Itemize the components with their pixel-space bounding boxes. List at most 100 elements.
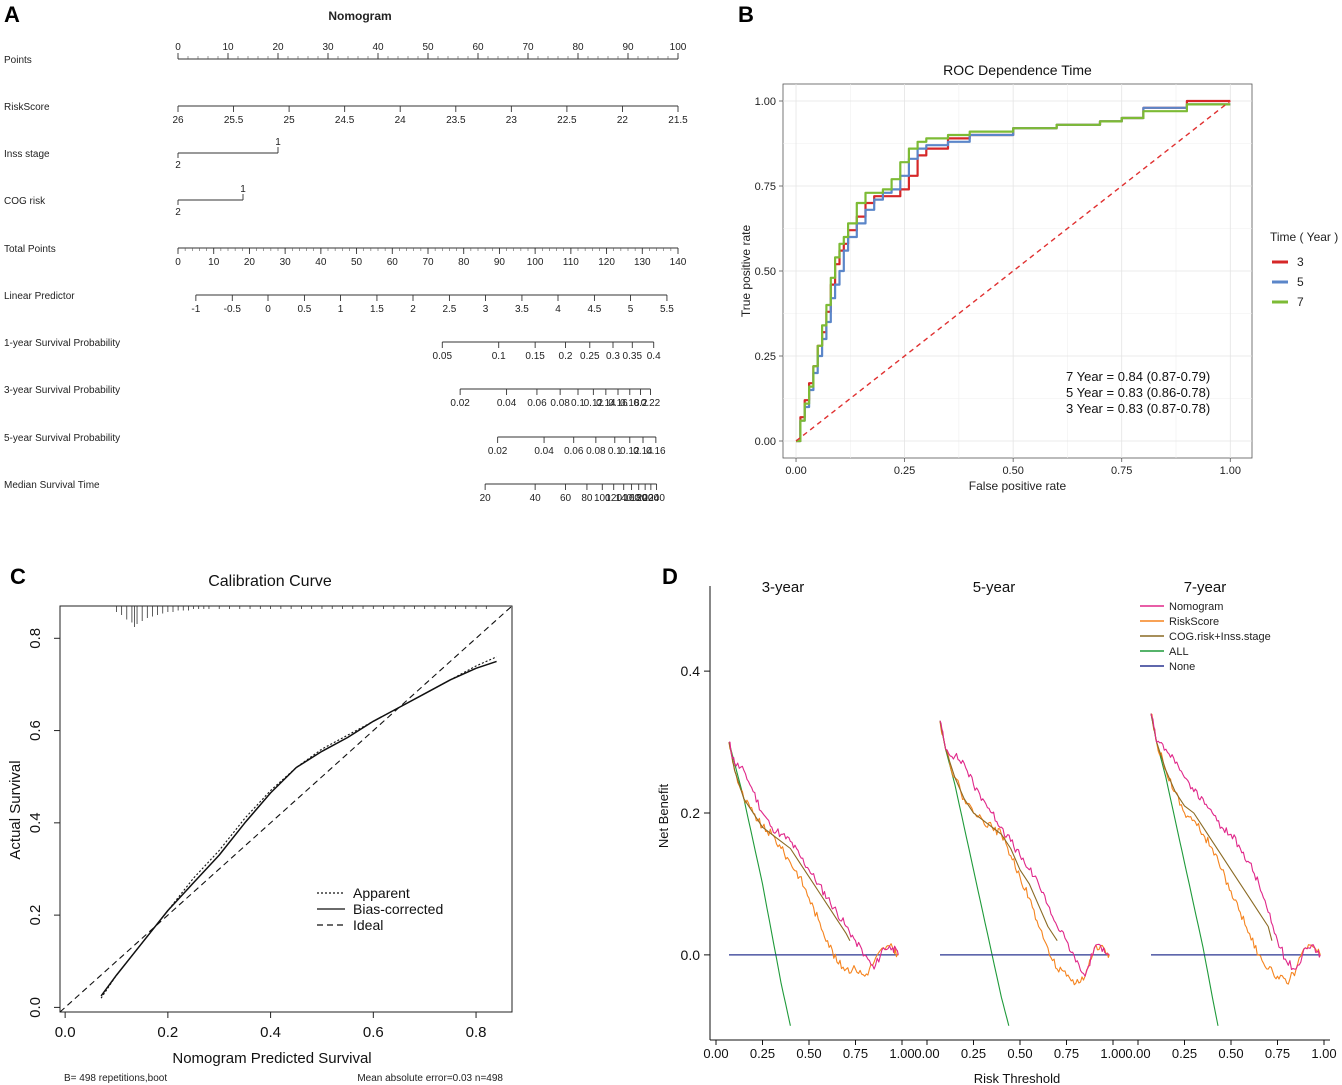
dca-facet-title-7-year: 7-year [1184, 579, 1227, 596]
dca-facet-title-3-year: 3-year [762, 579, 805, 596]
roc-y-tick-label: 0.00 [755, 436, 776, 448]
dca-x-tick-label: 0.25 [750, 1046, 775, 1061]
dca-x-tick-label: 0.75 [1054, 1046, 1079, 1061]
nomogram-tick-label-linear-predictor: -1 [191, 304, 200, 315]
dca-x-tick-label: 0.75 [1265, 1046, 1290, 1061]
roc-x-tick-label: 0.75 [1111, 465, 1132, 477]
calibration-title: Calibration Curve [208, 573, 332, 590]
nomogram-tick-label-5-year-survival-probability: 0.16 [646, 446, 666, 457]
dca-legend-label-cog-risk-inss-stage: COG.risk+Inss.stage [1169, 631, 1271, 643]
dca-legend-label-none: None [1169, 661, 1195, 673]
nomogram-row-label-riskscore: RiskScore [4, 102, 50, 113]
nomogram-tick-label-total-points: 130 [634, 257, 651, 268]
roc-auc-annotation: 5 Year = 0.83 (0.86-0.78) [1066, 385, 1210, 400]
calibration-y-tick-label: 0.0 [27, 997, 44, 1018]
dca-y-tick-label: 0.2 [681, 805, 701, 821]
nomogram-tick-label-1-year-survival-probability: 0.25 [580, 351, 600, 362]
roc-x-axis-label: False positive rate [969, 479, 1067, 493]
calibration-x-tick-label: 0.0 [55, 1024, 76, 1041]
nomogram-tick-label-5-year-survival-probability: 0.02 [488, 446, 508, 457]
nomogram-row-label-3-year-survival-probability: 3-year Survival Probability [4, 385, 120, 396]
nomogram-tick-label-points: 60 [472, 42, 484, 53]
nomogram-tick-label-total-points: 110 [563, 257, 579, 268]
nomogram-tick-label-linear-predictor: 5 [628, 304, 634, 315]
dca-x-tick-label: 0.50 [1218, 1046, 1243, 1061]
nomogram-tick-label-linear-predictor: 4 [555, 304, 561, 315]
nomogram-tick-label-5-year-survival-probability: 0.14 [633, 446, 653, 457]
calibration-footer-left: B= 498 repetitions,boot [64, 1073, 167, 1084]
nomogram-tick-label-total-points: 0 [175, 257, 181, 268]
nomogram-tick-label-1-year-survival-probability: 0.05 [433, 351, 453, 362]
roc-legend-label-5: 5 [1297, 275, 1304, 289]
nomogram-row-label-median-survival-time: Median Survival Time [4, 480, 100, 491]
nomogram-tick-label-points: 70 [522, 42, 534, 53]
nomogram-tick-label-5-year-survival-probability: 0.08 [586, 446, 606, 457]
nomogram-tick-label-linear-predictor: 2.5 [442, 304, 456, 315]
roc-legend-label-3: 3 [1297, 255, 1304, 269]
dca-curve-cog-risk-inss-stage-7-year [1150, 713, 1273, 941]
dca-x-tick-label: 0.25 [961, 1046, 986, 1061]
calibration-y-tick-label: 0.8 [27, 628, 44, 649]
nomogram-tick-label-points: 20 [272, 42, 284, 53]
calibration-x-axis-label: Nomogram Predicted Survival [172, 1050, 371, 1067]
nomogram-cat-label-to-cog-risk: 1 [240, 184, 246, 195]
nomogram-tick-label-median-survival-time: 160 [623, 493, 640, 504]
nomogram-tick-label-median-survival-time: 200 [637, 493, 654, 504]
nomogram-tick-label-total-points: 30 [280, 257, 292, 268]
nomogram-tick-label-linear-predictor: 1 [338, 304, 344, 315]
dca-curve-nomogram-5-year [939, 720, 1110, 977]
nomogram-row-label-total-points: Total Points [4, 244, 56, 255]
calibration-y-tick-label: 0.6 [27, 720, 44, 741]
nomogram-tick-label-3-year-survival-probability: 0.08 [550, 398, 570, 409]
nomogram-tick-label-median-survival-time: 60 [560, 493, 572, 504]
nomogram-tick-label-total-points: 40 [315, 257, 327, 268]
dca-curve-riskscore-7-year [1150, 713, 1321, 985]
nomogram-tick-label-median-survival-time: 220 [643, 493, 660, 504]
nomogram-tick-label-points: 90 [622, 42, 634, 53]
calibration-x-tick-label: 0.2 [157, 1024, 178, 1041]
dca-curve-riskscore-5-year [939, 720, 1110, 986]
roc-x-tick-label: 1.00 [1220, 465, 1241, 477]
nomogram-tick-label-total-points: 140 [670, 257, 687, 268]
nomogram-tick-label-1-year-survival-probability: 0.2 [559, 351, 573, 362]
nomogram-tick-label-points: 80 [572, 42, 584, 53]
nomogram-tick-label-points: 40 [372, 42, 384, 53]
nomogram-tick-label-linear-predictor: 5.5 [660, 304, 674, 315]
calibration-plot-frame [59, 605, 513, 1013]
nomogram-row-label-1-year-survival-probability: 1-year Survival Probability [4, 338, 120, 349]
calibration-y-tick-label: 0.4 [27, 812, 44, 833]
nomogram-tick-label-total-points: 90 [494, 257, 506, 268]
nomogram-tick-label-median-survival-time: 120 [605, 493, 622, 504]
roc-y-axis-label: True positive rate [739, 225, 753, 318]
calibration-line-ideal [59, 605, 513, 1013]
roc-y-tick-label: 0.25 [755, 351, 776, 363]
nomogram-tick-label-linear-predictor: -0.5 [224, 304, 242, 315]
roc-y-tick-label: 0.75 [755, 181, 776, 193]
nomogram-tick-label-total-points: 120 [598, 257, 615, 268]
nomogram-tick-label-3-year-survival-probability: 0.22 [641, 398, 661, 409]
calibration-legend-label-ideal: Ideal [353, 917, 383, 933]
nomogram-cat-label-from-inss-stage: 2 [175, 160, 181, 171]
nomogram-tick-label-3-year-survival-probability: 0.2 [634, 398, 648, 409]
roc-y-tick-label: 1.00 [755, 96, 776, 108]
dca-x-tick-label: 1.00 [889, 1046, 914, 1061]
nomogram-tick-label-total-points: 100 [527, 257, 544, 268]
nomogram-tick-label-linear-predictor: 3 [483, 304, 489, 315]
calibration-footer-right: Mean absolute error=0.03 n=498 [357, 1073, 503, 1084]
roc-x-tick-label: 0.50 [1002, 465, 1023, 477]
dca-x-tick-label: 1.00 [1100, 1046, 1125, 1061]
nomogram-tick-label-riskscore: 26 [172, 115, 184, 126]
dca-legend-label-riskscore: RiskScore [1169, 616, 1219, 628]
roc-legend-title: Time ( Year ) [1270, 230, 1338, 244]
nomogram-tick-label-1-year-survival-probability: 0.15 [525, 351, 545, 362]
panel-label-d: D [662, 564, 678, 589]
nomogram-row-label-points: Points [4, 55, 32, 66]
dca-legend-label-all: ALL [1169, 646, 1189, 658]
nomogram-tick-label-median-survival-time: 20 [480, 493, 492, 504]
nomogram-tick-label-median-survival-time: 180 [630, 493, 647, 504]
dca-x-tick-label: 0.75 [843, 1046, 868, 1061]
nomogram-tick-label-riskscore: 23.5 [446, 115, 466, 126]
dca-x-tick-label: 1.00 [1311, 1046, 1336, 1061]
